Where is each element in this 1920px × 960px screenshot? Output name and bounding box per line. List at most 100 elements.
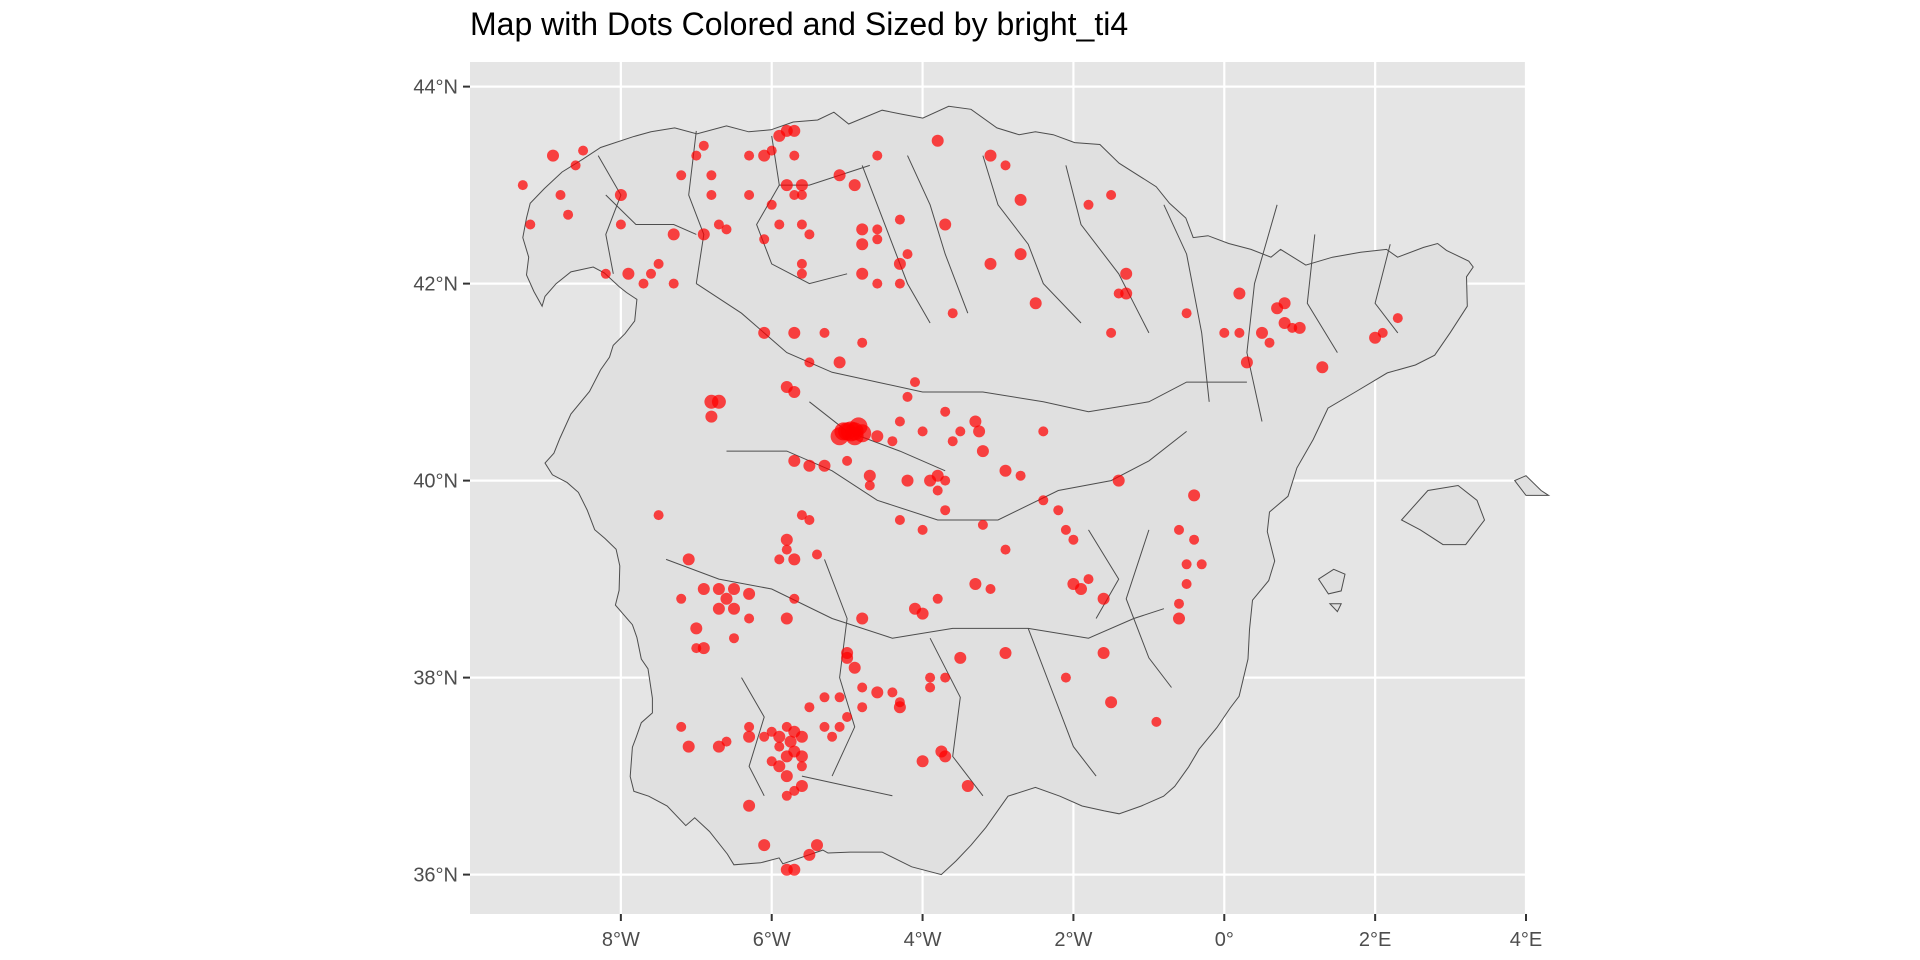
data-point [833, 169, 846, 182]
region-border [982, 155, 1082, 324]
data-point [744, 190, 755, 200]
data-point [721, 736, 732, 747]
data-point [894, 515, 905, 525]
data-point [916, 755, 929, 768]
data-point [893, 257, 906, 270]
data-point [743, 799, 756, 812]
data-point [856, 267, 869, 280]
data-point [940, 672, 951, 683]
data-point [789, 785, 800, 796]
data-point [977, 519, 988, 530]
region-border [688, 130, 705, 284]
data-point [1053, 505, 1064, 516]
data-point [940, 406, 951, 417]
data-point [819, 721, 830, 732]
data-point [728, 583, 740, 595]
data-point [871, 430, 884, 443]
data-point [857, 682, 868, 693]
data-point [600, 268, 611, 279]
data-point [774, 741, 785, 752]
data-point [682, 740, 695, 753]
data-point [1029, 297, 1042, 310]
data-point [653, 258, 664, 269]
data-point [1278, 297, 1291, 310]
data-point [864, 480, 875, 491]
data-point [804, 229, 815, 240]
data-point [1233, 287, 1246, 300]
data-point [758, 326, 771, 339]
data-point [803, 459, 816, 472]
data-point [1316, 361, 1329, 374]
data-point [853, 424, 872, 443]
data-point [857, 337, 868, 348]
region-border [861, 165, 931, 324]
data-point [857, 702, 868, 713]
data-point [1014, 248, 1027, 261]
data-point [784, 735, 797, 748]
data-points [517, 124, 1403, 876]
data-point [954, 651, 967, 664]
balearic-islands [1317, 475, 1551, 613]
data-point [887, 687, 898, 698]
data-point [925, 682, 936, 693]
data-point [706, 190, 717, 200]
data-point [909, 602, 921, 615]
data-point [773, 730, 786, 743]
data-point [780, 612, 793, 625]
data-point [697, 228, 710, 241]
data-point [796, 190, 807, 200]
data-point [517, 180, 528, 191]
data-point [615, 219, 626, 230]
data-point [759, 731, 770, 742]
data-point [872, 224, 883, 235]
x-tick-label: 4°E [1510, 929, 1542, 951]
data-point [1181, 308, 1192, 319]
region-border [809, 401, 946, 472]
x-tick-label: 8°W [602, 929, 640, 951]
data-point [1015, 470, 1026, 481]
data-point [796, 258, 807, 269]
data-point [682, 553, 695, 566]
data-point [796, 510, 807, 521]
data-point [902, 391, 913, 402]
data-point [1189, 534, 1200, 545]
data-point [947, 308, 958, 319]
data-point [872, 150, 883, 161]
data-point [842, 712, 853, 722]
data-point [712, 602, 725, 615]
data-point [1097, 647, 1110, 659]
data-point [804, 515, 815, 525]
data-point [811, 839, 823, 852]
data-point [1264, 337, 1275, 348]
region-border [597, 155, 622, 274]
x-tick-label: 2°W [1054, 929, 1092, 951]
data-point [706, 170, 717, 181]
data-point [803, 848, 816, 861]
data-point [1097, 592, 1110, 605]
data-point [985, 584, 996, 594]
data-point [856, 238, 869, 251]
data-point [713, 219, 724, 230]
data-point [766, 145, 777, 156]
data-point [796, 268, 807, 279]
data-point [1105, 696, 1118, 709]
data-point [1000, 160, 1011, 171]
data-point [984, 257, 997, 270]
data-point [780, 750, 793, 763]
data-point [780, 863, 793, 876]
region-border [1027, 628, 1097, 777]
data-point [774, 219, 785, 230]
region-border [1163, 204, 1210, 402]
data-point [999, 464, 1012, 477]
region-border [756, 184, 848, 285]
data-point [1083, 199, 1094, 210]
data-point [917, 524, 928, 535]
data-point [622, 267, 635, 280]
data-point [984, 149, 997, 162]
data-point [578, 145, 589, 156]
data-point [833, 356, 846, 369]
data-point [525, 219, 536, 230]
data-point [1106, 190, 1117, 200]
data-point [856, 612, 869, 625]
